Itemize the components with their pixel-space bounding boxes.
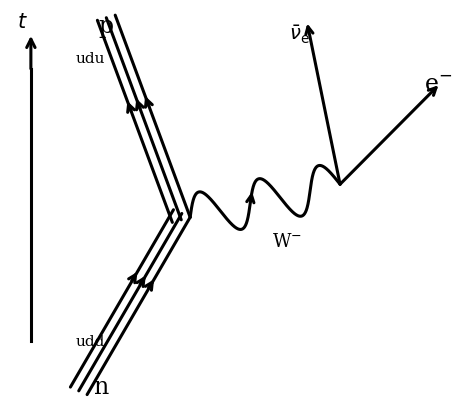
- Text: p: p: [98, 15, 113, 38]
- Text: udu: udu: [75, 52, 105, 66]
- Text: e$^{-}$: e$^{-}$: [424, 74, 453, 97]
- Text: $t$: $t$: [17, 13, 27, 32]
- Text: udd: udd: [75, 335, 105, 349]
- Text: n: n: [93, 376, 109, 399]
- Text: W$^{-}$: W$^{-}$: [272, 233, 302, 251]
- Text: $\bar{\nu}_{\mathrm{e}}$: $\bar{\nu}_{\mathrm{e}}$: [289, 23, 310, 46]
